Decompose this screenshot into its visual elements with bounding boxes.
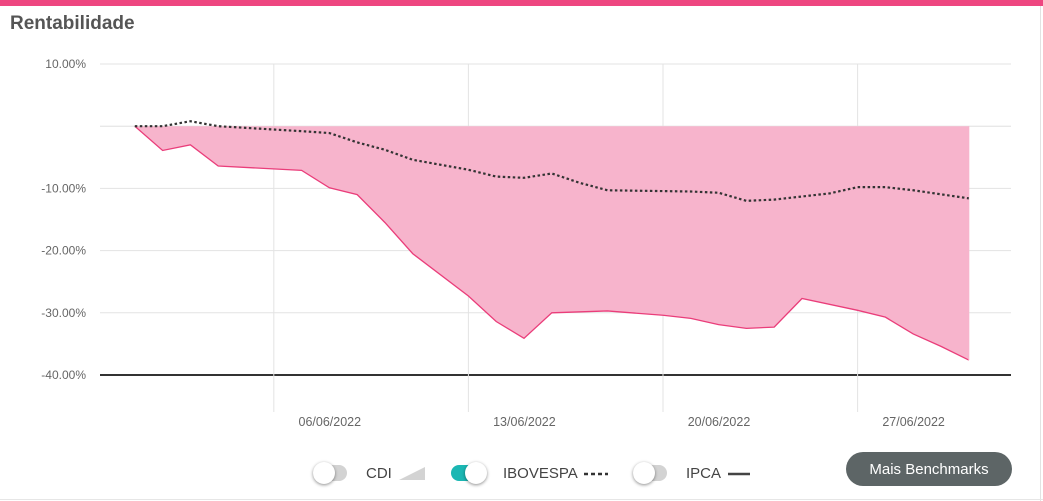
ibovespa-line xyxy=(134,120,969,202)
cdi-area xyxy=(134,126,969,361)
x-tick-label: 06/06/2022 xyxy=(299,415,362,429)
x-tick-label: 13/06/2022 xyxy=(493,415,556,429)
toggle-knob xyxy=(313,462,335,484)
dotted-line-icon xyxy=(584,472,608,476)
y-tick-label: 10.00% xyxy=(45,57,86,71)
y-tick-label: -30.00% xyxy=(41,306,86,320)
cdi-toggle[interactable] xyxy=(313,462,347,484)
y-tick-label: -40.00% xyxy=(41,368,86,382)
legend-label-ipca: IPCA xyxy=(686,465,722,482)
ipca-toggle[interactable] xyxy=(633,462,667,484)
solid-line-icon xyxy=(728,472,750,476)
x-tick-label: 27/06/2022 xyxy=(882,415,945,429)
x-tick-label: 20/06/2022 xyxy=(688,415,751,429)
top-accent-bar xyxy=(0,0,1043,6)
legend-label-ibovespa: IBOVESPA xyxy=(503,465,578,482)
rentabilidade-chart: 10.00% -10.00% -20.00% -30.00% -40.00% 06/06/… xyxy=(41,57,1011,429)
cdi-line xyxy=(134,125,970,361)
benchmark-legend: CDI IBOVESPA IPCA xyxy=(0,458,1043,488)
legend-label-cdi: CDI xyxy=(366,465,392,482)
y-tick-label: -10.00% xyxy=(41,181,86,195)
chart-title: Rentabilidade xyxy=(10,13,135,34)
toggle-knob xyxy=(465,462,487,484)
area-icon xyxy=(399,467,425,480)
ibovespa-toggle[interactable] xyxy=(451,462,487,484)
toggle-knob xyxy=(633,462,655,484)
y-tick-label: -20.00% xyxy=(41,244,86,258)
frame-border xyxy=(1040,6,1041,501)
frame-border xyxy=(0,499,1043,500)
more-benchmarks-button[interactable]: Mais Benchmarks xyxy=(846,452,1012,486)
